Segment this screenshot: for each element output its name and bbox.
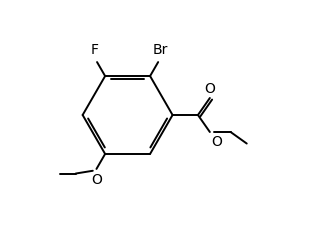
- Text: Br: Br: [153, 43, 168, 57]
- Text: O: O: [204, 82, 215, 96]
- Text: O: O: [211, 134, 222, 148]
- Text: O: O: [91, 172, 102, 186]
- Text: F: F: [91, 43, 99, 57]
